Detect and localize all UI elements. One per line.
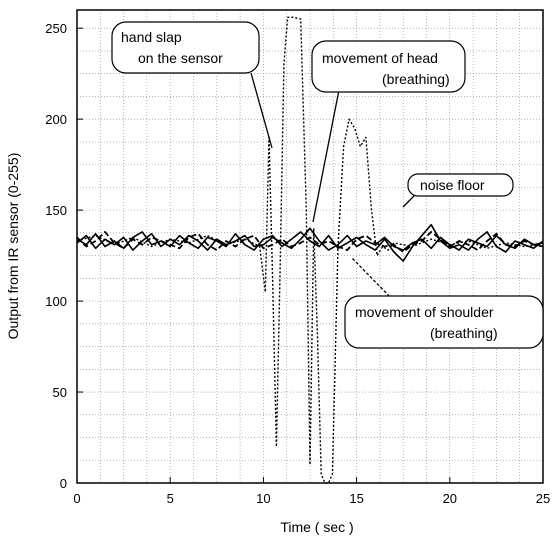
series-line-4: [76, 230, 544, 253]
y-axis-label: Output from IR sensor (0-255): [5, 153, 21, 340]
y-tick-label: 0: [60, 476, 67, 491]
annotation-noise-floor-line1: noise floor: [420, 177, 485, 193]
y-tick-label: 200: [45, 112, 67, 127]
annotation-hand-slap: hand slap on the sensor: [111, 21, 260, 74]
annotation-leader-hand-slap: [250, 72, 273, 149]
annotation-head-line1: movement of head: [322, 50, 438, 66]
x-tick-label: 5: [167, 491, 174, 506]
annotation-layer: hand slap on the sensor movement of head…: [111, 21, 544, 349]
y-tick-label: 250: [45, 21, 67, 36]
annotation-hand-slap-line2: on the sensor: [138, 50, 223, 66]
x-tick-label: 25: [536, 491, 550, 506]
annotation-shoulder-line1: movement of shoulder: [355, 304, 494, 320]
x-tick-label: 15: [349, 491, 363, 506]
y-tick-label: 100: [45, 294, 67, 309]
annotation-leader-head: [312, 89, 340, 223]
y-tick-labels: 0 50 100 150 200 250: [45, 21, 83, 491]
annotation-head-line2: (breathing): [382, 71, 450, 87]
annotation-head: movement of head (breathing): [311, 40, 466, 93]
series-line-2: [76, 223, 544, 262]
x-tick-label: 20: [443, 491, 457, 506]
x-tick-label: 0: [73, 491, 80, 506]
x-tick-labels: 0 5 10 15 20 25: [73, 477, 550, 506]
annotation-shoulder: movement of shoulder (breathing): [344, 295, 544, 349]
annotation-hand-slap-line1: hand slap: [121, 29, 182, 45]
series-layer: [76, 16, 544, 484]
x-tick-label: 10: [256, 491, 270, 506]
y-tick-label: 150: [45, 203, 67, 218]
x-axis-label: Time ( sec ): [280, 519, 353, 535]
annotation-leader-shoulder: [351, 257, 394, 301]
plot-frame: [76, 9, 544, 484]
annotation-noise-floor: noise floor: [407, 173, 514, 197]
annotation-shoulder-line2: (breathing): [430, 325, 498, 341]
y-tick-label: 50: [53, 385, 67, 400]
